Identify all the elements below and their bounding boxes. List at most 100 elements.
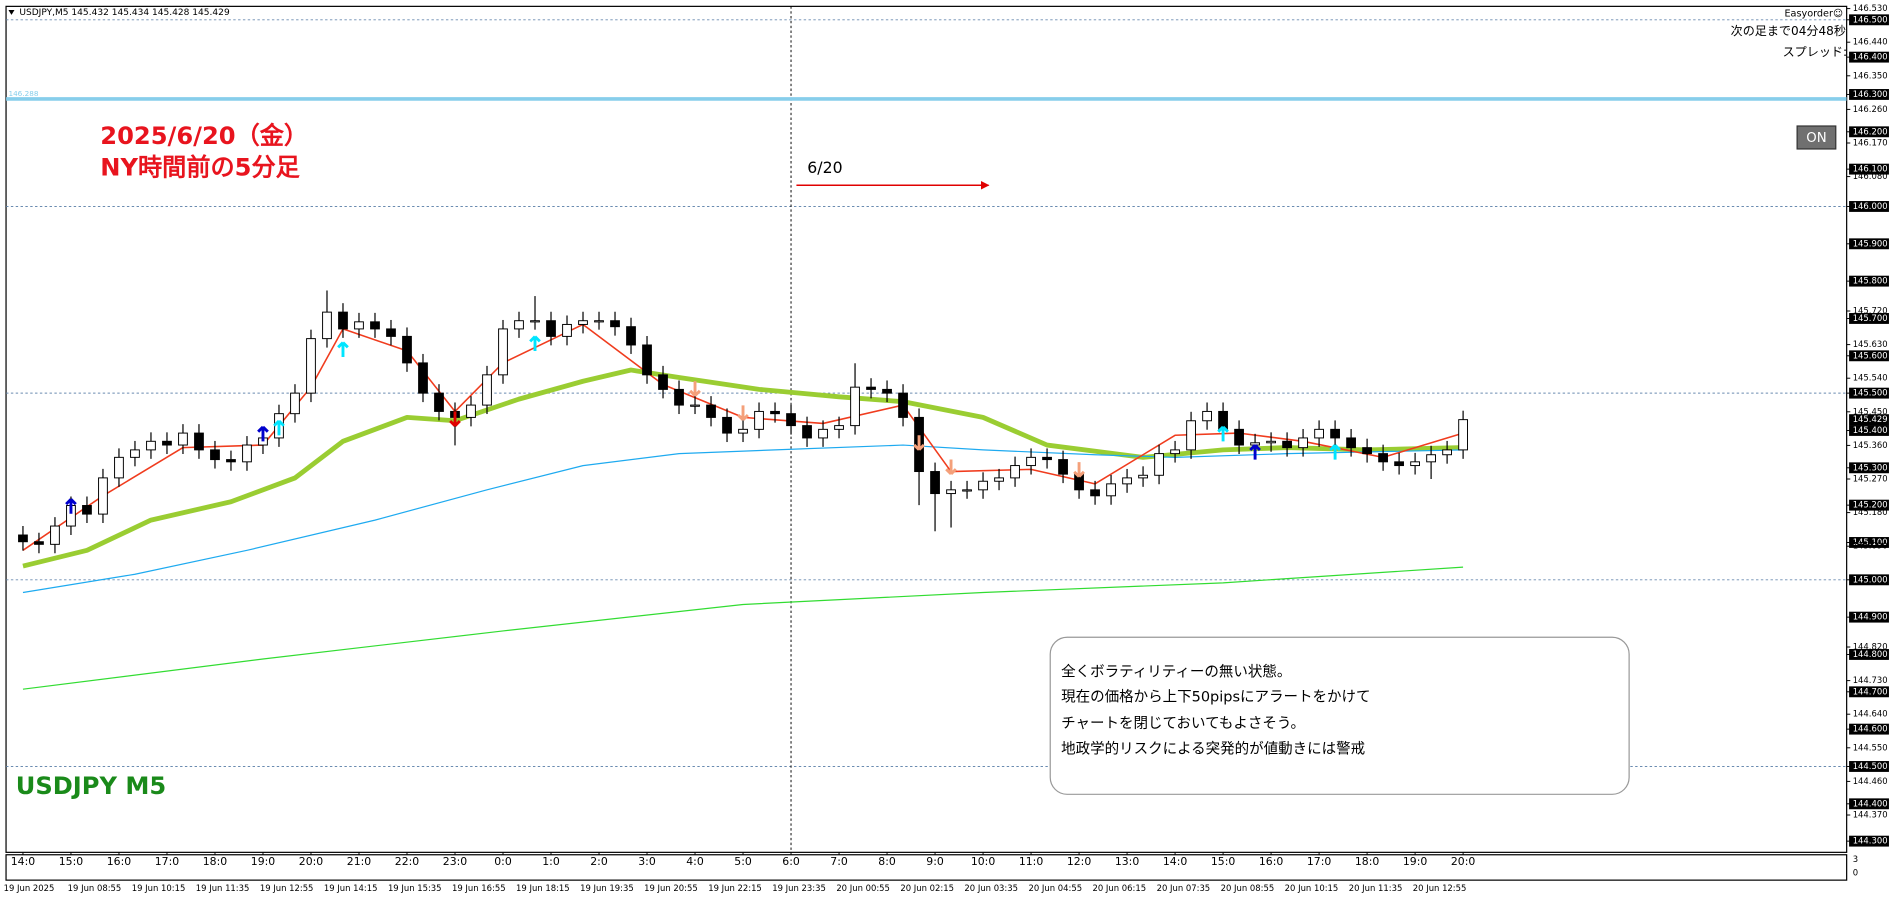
- x-tick-label: 14:0: [11, 855, 35, 868]
- candle-body: [1218, 410, 1228, 430]
- candle-body: [1330, 428, 1340, 439]
- candle-body: [1058, 459, 1068, 475]
- candle-body: [1410, 461, 1420, 467]
- overlay-layer: USDJPY,M5 145.432 145.434 145.428 145.42…: [8, 8, 1855, 800]
- candle-body: [850, 386, 860, 427]
- on-button[interactable]: [1796, 125, 1837, 150]
- y-tick-label: 146.300: [1853, 89, 1888, 99]
- x-tick-label: 0:0: [494, 855, 512, 868]
- signal-arrow: [449, 411, 461, 427]
- plot-frame: [5, 5, 1848, 853]
- note-line: 全くボラティリティーの無い状態。: [1061, 662, 1291, 680]
- candle-body: [498, 328, 508, 376]
- candle-body: [1298, 437, 1308, 449]
- day-marker: 6/20: [807, 158, 842, 177]
- current-price-box: [1849, 414, 1889, 426]
- candle-body: [1250, 442, 1260, 446]
- date-label: 20 Jun 07:35: [1157, 883, 1211, 893]
- x-tick-label: 19:0: [251, 855, 275, 868]
- candle-body: [434, 392, 444, 412]
- y-tick-box: [1849, 51, 1889, 63]
- y-tick-label: 145.090: [1853, 541, 1888, 551]
- x-tick-label: 1:0: [542, 855, 560, 868]
- candle-body: [722, 416, 732, 434]
- note-line: チャートを閉じておいてもよさそう。: [1061, 715, 1305, 732]
- candle-body: [482, 374, 492, 406]
- symbol-label: USDJPY M5: [16, 772, 167, 800]
- candle-body: [1266, 440, 1276, 444]
- y-tick-box: [1849, 275, 1889, 287]
- y-tick-label: 144.730: [1853, 675, 1888, 685]
- date-label: 19 Jun 20:55: [644, 883, 698, 893]
- y-tick-label: 146.350: [1853, 70, 1888, 80]
- y-tick-label: 146.440: [1853, 37, 1888, 47]
- date-label: 20 Jun 03:35: [964, 883, 1018, 893]
- candle-body: [226, 459, 236, 463]
- y-tick-box: [1849, 686, 1889, 698]
- sub-window-frame: [5, 854, 1848, 881]
- candle-body: [930, 471, 940, 495]
- candle-body: [82, 505, 92, 515]
- y-tick-label: 145.540: [1853, 373, 1888, 383]
- x-tick-label: 17:0: [155, 855, 179, 868]
- x-tick-label: 20:0: [1451, 855, 1475, 868]
- candle-body: [674, 388, 684, 406]
- y-tick-box: [1849, 611, 1889, 623]
- x-tick-label: 12:0: [1067, 855, 1091, 868]
- candle-body: [114, 456, 124, 479]
- y-tick-label: 145.900: [1853, 238, 1888, 248]
- candle-body: [514, 320, 524, 330]
- y-tick-label: 144.300: [1853, 836, 1888, 846]
- note-line: 現在の価格から上下50pipsにアラートをかけて: [1061, 689, 1370, 706]
- x-tick-label: 15:0: [1211, 855, 1235, 868]
- on-button-label[interactable]: ON: [1806, 131, 1826, 146]
- moving-average: [22, 367, 1464, 569]
- candle-body: [994, 477, 1004, 482]
- date-label: 20 Jun 08:55: [1221, 883, 1275, 893]
- y-tick-box: [1849, 798, 1889, 810]
- y-tick-box: [1849, 499, 1889, 511]
- y-tick-box: [1849, 89, 1889, 100]
- candle-body: [866, 386, 876, 390]
- candle-body: [162, 440, 172, 446]
- candle-body: [386, 328, 396, 337]
- candle-body: [1234, 428, 1244, 446]
- x-tick-label: 16:0: [107, 855, 131, 868]
- candle-body: [530, 320, 540, 323]
- y-tick-label: 146.100: [1853, 164, 1888, 174]
- candle-body: [1090, 489, 1100, 497]
- date-label: 19 Jun 14:15: [324, 883, 378, 893]
- signal-arrow: [257, 425, 269, 442]
- candle-body: [1202, 410, 1212, 422]
- y-tick-label: 145.200: [1853, 500, 1888, 510]
- candle-body: [754, 410, 764, 430]
- candle-body: [1346, 437, 1356, 449]
- x-tick-label: 18:0: [1355, 855, 1379, 868]
- candle-body: [1426, 454, 1436, 463]
- candle-body: [1314, 428, 1324, 439]
- candle-body: [658, 374, 668, 390]
- y-tick-label: 144.500: [1853, 761, 1888, 771]
- candle-body: [626, 326, 636, 346]
- symbol-info: USDJPY,M5 145.432 145.434 145.428 145.42…: [19, 8, 230, 18]
- x-tick-label: 9:0: [926, 855, 944, 868]
- candle-body: [402, 335, 412, 364]
- spread: スプレッド:2: [1783, 45, 1855, 59]
- x-tick-label: 20:0: [299, 855, 323, 868]
- signal-arrow: [945, 459, 957, 476]
- sub-window-tick: 0: [1853, 867, 1858, 877]
- y-tick-label: 146.080: [1853, 171, 1888, 181]
- candle-body: [1122, 477, 1132, 485]
- x-tick-label: 7:0: [830, 855, 848, 868]
- candle-body: [738, 428, 748, 434]
- subtitle: NY時間前の5分足: [100, 153, 300, 181]
- candle-body: [354, 321, 364, 330]
- x-tick-label: 15:0: [59, 855, 83, 868]
- candle-body: [802, 425, 812, 439]
- menu-arrow: [8, 9, 15, 15]
- signal-arrow: [1073, 462, 1085, 478]
- y-tick-label: 145.800: [1853, 276, 1888, 286]
- y-tick-label: 145.400: [1853, 425, 1888, 435]
- candle-body: [370, 321, 380, 330]
